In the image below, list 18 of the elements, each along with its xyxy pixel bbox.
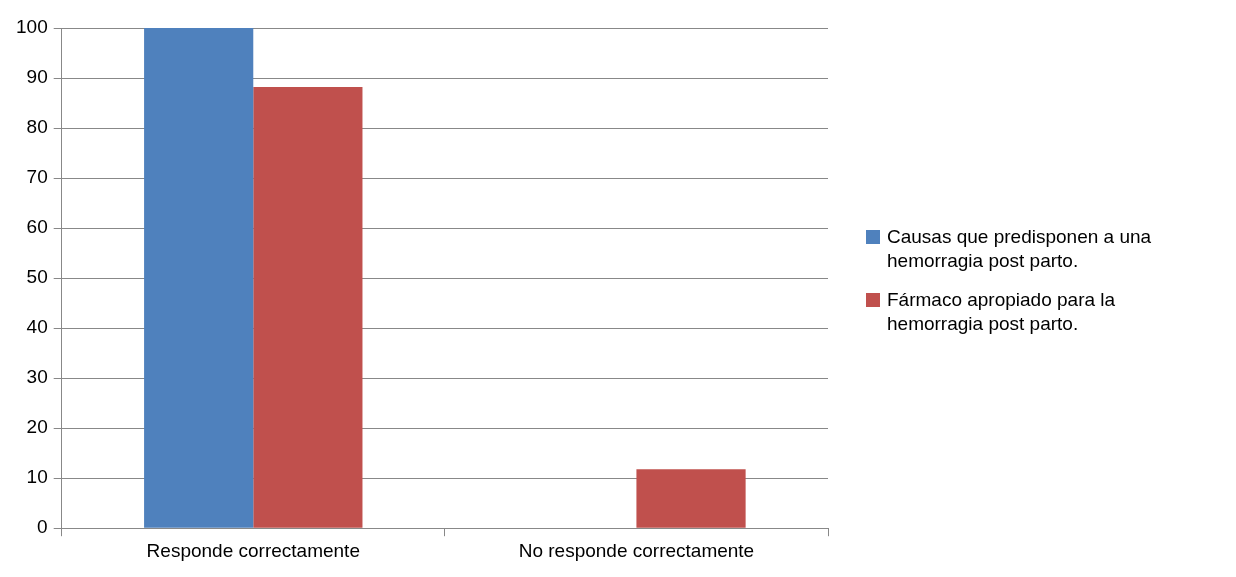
bar xyxy=(144,28,254,528)
y-tick-label: 70 xyxy=(26,166,48,188)
y-tick-label: 50 xyxy=(26,266,48,288)
x-tick-label: Responde correctamente xyxy=(146,539,360,561)
x-tick-label: No responde correctamente xyxy=(518,539,755,561)
y-tick-label: 0 xyxy=(37,516,48,538)
y-tick-label: 30 xyxy=(26,366,48,388)
y-tick-label: 60 xyxy=(26,216,48,238)
y-tick-label: 90 xyxy=(26,66,48,88)
bar xyxy=(636,469,746,528)
legend-label: Fármaco apropiado para la hemorragia post parto. xyxy=(887,288,1117,336)
y-tick-label: 100 xyxy=(16,16,48,38)
y-tick-label: 20 xyxy=(26,416,48,438)
legend-label: Causas que predisponen a una hemorragia post parto. xyxy=(887,225,1153,273)
bar xyxy=(253,87,363,528)
y-tick-label: 80 xyxy=(26,116,48,138)
y-tick-label: 40 xyxy=(26,316,48,338)
y-tick-label: 10 xyxy=(26,466,48,488)
